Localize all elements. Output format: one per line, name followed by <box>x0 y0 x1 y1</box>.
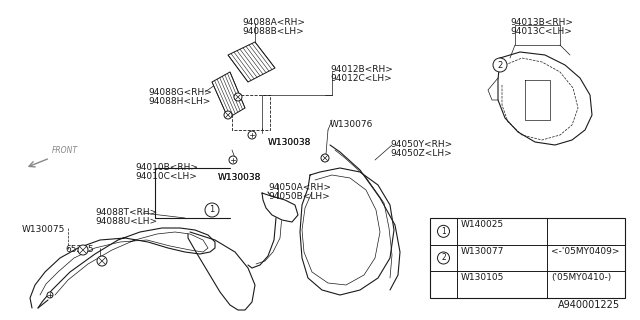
Text: W130075: W130075 <box>22 225 65 234</box>
Circle shape <box>493 58 507 72</box>
Circle shape <box>97 256 107 266</box>
Text: 94088T<RH>: 94088T<RH> <box>95 208 157 217</box>
Text: 94013B<RH>: 94013B<RH> <box>510 18 573 27</box>
Text: W130076: W130076 <box>330 120 373 129</box>
Text: 94088G<RH>: 94088G<RH> <box>148 88 212 97</box>
Text: 65285: 65285 <box>65 245 93 254</box>
Circle shape <box>229 156 237 164</box>
Text: 94012C<LH>: 94012C<LH> <box>330 74 392 83</box>
Text: 94088U<LH>: 94088U<LH> <box>95 217 157 226</box>
Polygon shape <box>212 72 245 118</box>
Text: 94088H<LH>: 94088H<LH> <box>148 97 211 106</box>
Text: W130038: W130038 <box>268 138 312 147</box>
Text: 1: 1 <box>209 205 214 214</box>
Circle shape <box>438 252 449 264</box>
Circle shape <box>234 93 242 101</box>
Polygon shape <box>262 193 298 222</box>
Text: W140025: W140025 <box>461 220 504 229</box>
Circle shape <box>321 154 329 162</box>
Text: FRONT: FRONT <box>52 146 78 155</box>
Text: A940001225: A940001225 <box>558 300 620 310</box>
Text: 2: 2 <box>441 253 446 262</box>
Circle shape <box>78 245 88 255</box>
Text: <-'05MY0409>: <-'05MY0409> <box>551 247 620 256</box>
Circle shape <box>47 292 53 298</box>
Circle shape <box>205 203 219 217</box>
Text: 94050Z<LH>: 94050Z<LH> <box>390 149 452 158</box>
Bar <box>430 218 625 298</box>
Text: W130038: W130038 <box>268 138 312 147</box>
Circle shape <box>224 111 232 119</box>
Text: 94012B<RH>: 94012B<RH> <box>330 65 393 74</box>
Text: W130077: W130077 <box>461 247 504 256</box>
Polygon shape <box>498 52 592 145</box>
Circle shape <box>438 225 449 237</box>
Text: 94010B<RH>: 94010B<RH> <box>135 163 198 172</box>
Text: 94088A<RH>: 94088A<RH> <box>242 18 305 27</box>
Text: 94050Y<RH>: 94050Y<RH> <box>390 140 452 149</box>
Text: ('05MY0410-): ('05MY0410-) <box>551 273 611 282</box>
Text: W130038: W130038 <box>218 173 261 182</box>
Circle shape <box>248 131 256 139</box>
Text: 94010C<LH>: 94010C<LH> <box>135 172 197 181</box>
Polygon shape <box>228 42 275 82</box>
Text: 94050A<RH>: 94050A<RH> <box>268 183 331 192</box>
Polygon shape <box>300 168 394 295</box>
Text: W130038: W130038 <box>218 173 261 182</box>
Text: W130105: W130105 <box>461 273 504 282</box>
Text: 94050B<LH>: 94050B<LH> <box>268 192 330 201</box>
Text: 94088B<LH>: 94088B<LH> <box>242 27 304 36</box>
Text: 1: 1 <box>441 227 446 236</box>
Text: 2: 2 <box>497 60 502 69</box>
Text: 94013C<LH>: 94013C<LH> <box>510 27 572 36</box>
